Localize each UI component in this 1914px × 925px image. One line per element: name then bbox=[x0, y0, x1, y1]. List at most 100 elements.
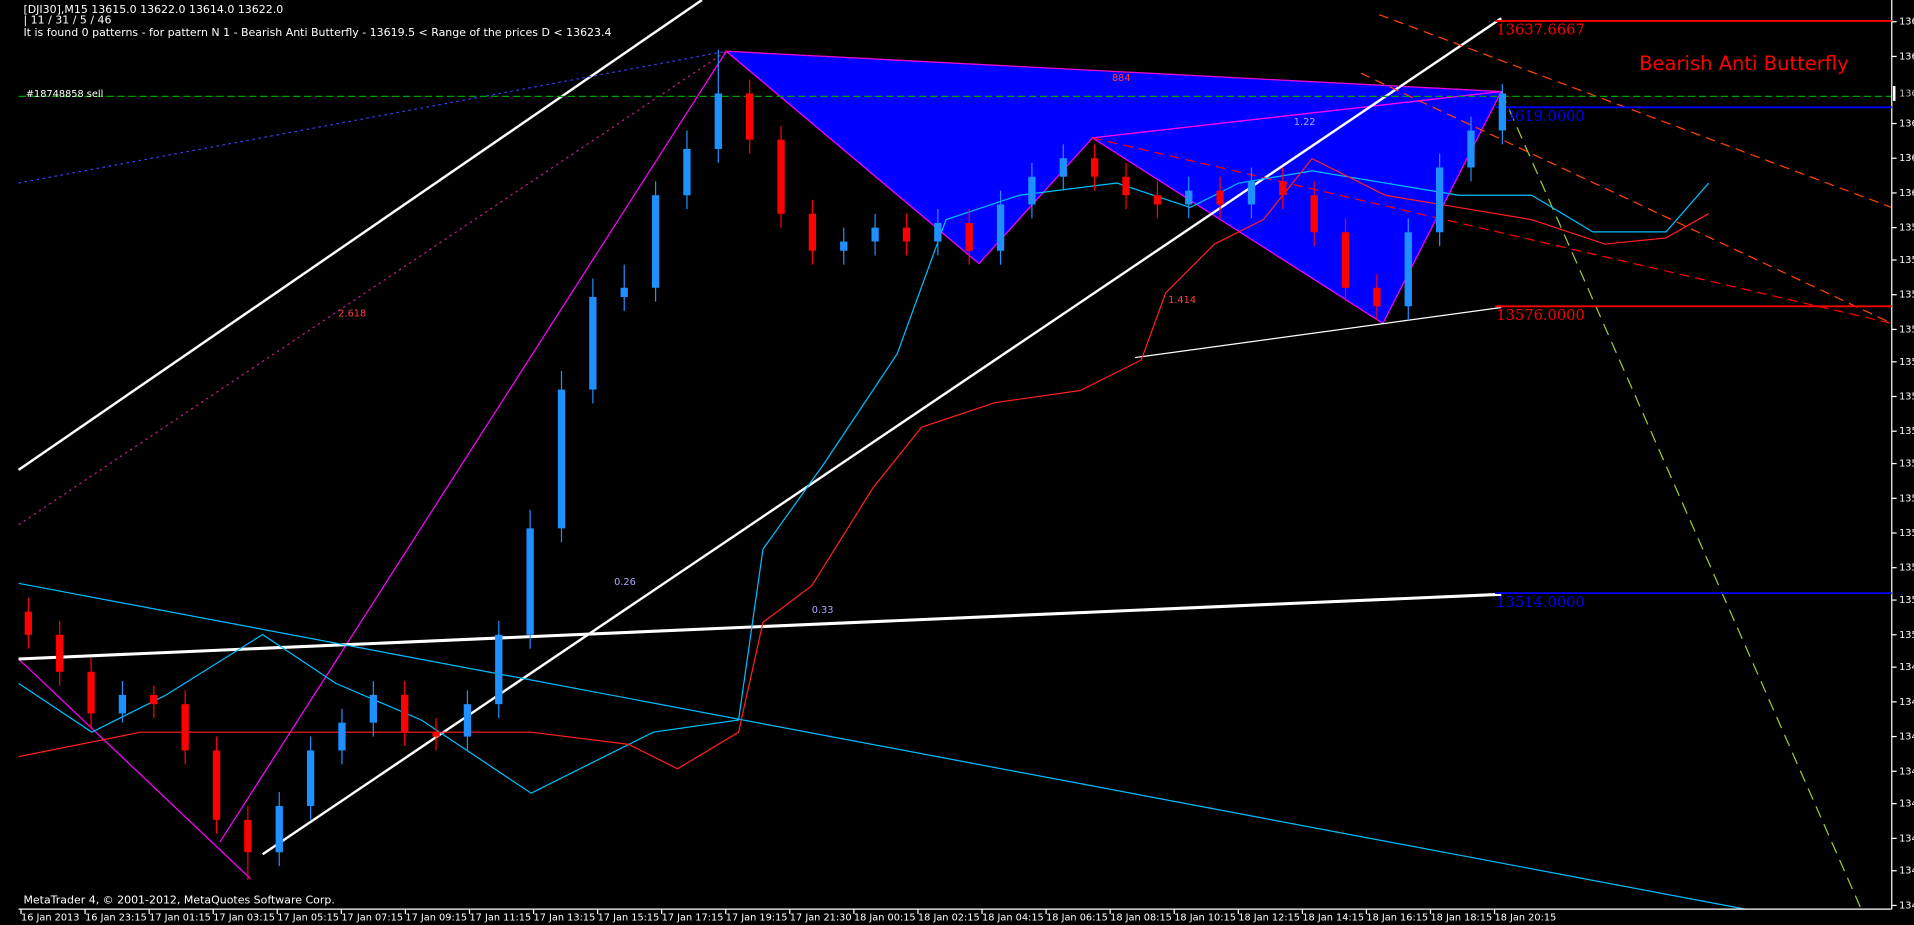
x-tick-label: 17 Jan 13:15 bbox=[534, 913, 596, 924]
candle-body bbox=[212, 750, 221, 820]
x-tick-label: 17 Jan 01:15 bbox=[149, 913, 211, 924]
current-price-label: 13622.0 bbox=[1899, 88, 1914, 99]
pattern-leg bbox=[219, 50, 727, 843]
candle-body bbox=[150, 694, 158, 705]
candle-body bbox=[1153, 195, 1162, 205]
candle-body bbox=[840, 241, 848, 251]
y-tick-label: 13519.5 bbox=[1899, 563, 1914, 574]
projection bbox=[1092, 137, 1892, 324]
candle-body bbox=[808, 213, 817, 251]
candle-body bbox=[777, 139, 785, 214]
candle-body bbox=[651, 195, 660, 288]
x-tick-label: 18 Jan 02:15 bbox=[918, 913, 980, 924]
chart-subtitle: | 11 / 31 / 5 / 46 bbox=[23, 14, 111, 27]
candle-body bbox=[1059, 158, 1067, 177]
candle-body bbox=[996, 204, 1005, 251]
price-level-label: 13637.6667 bbox=[1496, 22, 1584, 39]
x-tick-label: 17 Jan 15:15 bbox=[598, 913, 660, 924]
candle-body bbox=[118, 694, 127, 714]
y-tick-label: 13498.0 bbox=[1899, 662, 1914, 673]
candle-body bbox=[401, 694, 409, 732]
candle-body bbox=[87, 671, 95, 714]
candle-body bbox=[526, 528, 534, 635]
x-tick-label: 18 Jan 20:15 bbox=[1495, 913, 1557, 924]
x-tick-label: 17 Jan 21:30 bbox=[790, 913, 852, 924]
fib-line bbox=[18, 50, 727, 526]
candle-body bbox=[244, 819, 252, 853]
candle-body bbox=[432, 731, 440, 737]
trend-line bbox=[1135, 306, 1502, 359]
trend-line bbox=[18, 592, 1502, 661]
y-tick-label: 13461.0 bbox=[1899, 833, 1914, 844]
candle-body bbox=[714, 93, 722, 149]
candle-body bbox=[965, 223, 973, 251]
candle-body bbox=[1373, 287, 1381, 307]
candle-body bbox=[56, 634, 64, 672]
y-tick-label: 13556.5 bbox=[1899, 392, 1914, 403]
ratio-label: 1.414 bbox=[1168, 295, 1196, 306]
x-tick-label: 17 Jan 17:15 bbox=[662, 913, 724, 924]
projection bbox=[1500, 91, 1862, 910]
current-price-bg bbox=[1892, 86, 1896, 101]
x-tick-label: 17 Jan 19:15 bbox=[726, 913, 788, 924]
candle-body bbox=[934, 223, 942, 242]
pattern-info: It is found 0 patterns - for pattern N 1… bbox=[23, 26, 611, 39]
y-tick-label: 13608.0 bbox=[1899, 153, 1914, 164]
x-tick-label: 16 Jan 2013 bbox=[21, 913, 79, 924]
y-tick-label: 13586.0 bbox=[1899, 255, 1914, 266]
projection bbox=[1379, 14, 1892, 209]
y-tick-label: 13505.0 bbox=[1899, 630, 1914, 641]
overlays bbox=[17, 0, 1893, 910]
candle-body bbox=[275, 805, 283, 853]
candle-body bbox=[495, 634, 503, 705]
price-level-label: 13514.0000 bbox=[1496, 594, 1584, 611]
candle-body bbox=[1247, 181, 1256, 205]
y-tick-label: 13534.5 bbox=[1899, 493, 1914, 504]
candle-body bbox=[1185, 190, 1193, 205]
ratio-label: 0.33 bbox=[812, 605, 834, 616]
y-tick-label: 13527.0 bbox=[1899, 528, 1914, 539]
candle-body bbox=[306, 750, 315, 806]
trend-line bbox=[17, 0, 703, 471]
price-level-label: 13576.0000 bbox=[1496, 307, 1584, 324]
candle-body bbox=[1404, 232, 1412, 307]
pattern-name: Bearish Anti Butterfly bbox=[1639, 52, 1848, 75]
y-tick-label: 13542.0 bbox=[1899, 459, 1914, 470]
projection bbox=[1360, 72, 1893, 324]
candle-body bbox=[902, 227, 911, 242]
chart-title: [DJI30],M15 13615.0 13622.0 13614.0 1362… bbox=[23, 3, 283, 16]
y-tick-label: 13468.5 bbox=[1899, 799, 1914, 810]
y-tick-label: 13564.0 bbox=[1899, 357, 1914, 368]
candle-body bbox=[369, 694, 377, 723]
x-tick-label: 18 Jan 12:15 bbox=[1238, 913, 1300, 924]
x-tick-label: 18 Jan 08:15 bbox=[1110, 913, 1172, 924]
price-level-label: 13619.0000 bbox=[1496, 108, 1584, 125]
x-tick-label: 17 Jan 07:15 bbox=[341, 913, 403, 924]
candle-body bbox=[1028, 176, 1036, 205]
candle-body bbox=[1435, 167, 1444, 233]
y-tick-label: 13483.0 bbox=[1899, 732, 1914, 743]
x-tick-label: 18 Jan 10:15 bbox=[1174, 913, 1236, 924]
x-tick-label: 18 Jan 14:15 bbox=[1302, 913, 1364, 924]
candle-body bbox=[1310, 195, 1318, 233]
candle-body bbox=[746, 93, 754, 140]
x-tick-label: 18 Jan 00:15 bbox=[854, 913, 916, 924]
x-tick-label: 18 Jan 06:15 bbox=[1046, 913, 1108, 924]
fib-line bbox=[18, 50, 727, 184]
candle-body bbox=[1279, 181, 1287, 196]
x-tick-label: 16 Jan 23:15 bbox=[85, 913, 147, 924]
y-tick-label: 13630.0 bbox=[1899, 51, 1914, 62]
candle-body bbox=[338, 722, 346, 751]
y-tick-label: 13454.0 bbox=[1899, 866, 1914, 877]
y-tick-label: 13593.0 bbox=[1899, 223, 1914, 234]
ratio-label: 884 bbox=[1112, 73, 1131, 84]
candle-body bbox=[24, 611, 32, 635]
candle-body bbox=[1341, 232, 1350, 288]
ratio-label: 2.618 bbox=[338, 309, 366, 320]
x-tick-label: 17 Jan 03:15 bbox=[213, 913, 275, 924]
order-label: #18748858 sell bbox=[26, 89, 103, 100]
y-tick-label: 13549.0 bbox=[1899, 426, 1914, 437]
y-tick-label: 13571.0 bbox=[1899, 324, 1914, 335]
x-tick-label: 18 Jan 04:15 bbox=[982, 913, 1044, 924]
y-tick-label: 13578.5 bbox=[1899, 290, 1914, 301]
